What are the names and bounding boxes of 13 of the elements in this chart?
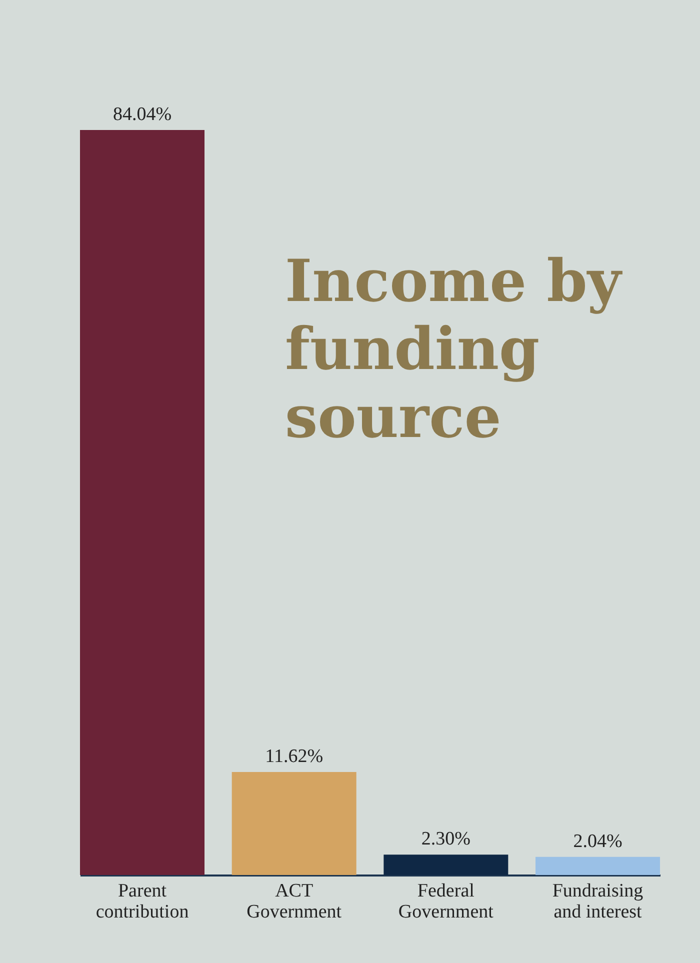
data-label: 84.04%: [112, 104, 172, 125]
bar: [232, 772, 356, 875]
x-tick-label: Federal Government: [398, 880, 494, 922]
text: Income by funding source: [285, 247, 624, 451]
x-tick-label: Fundraising and interest: [552, 880, 644, 922]
data-label: 2.04%: [573, 830, 622, 852]
x-tick-label: Parent contribution: [96, 880, 190, 922]
x-tick-label: ACT Government: [246, 880, 342, 922]
bar: [535, 856, 660, 875]
bar: [80, 130, 205, 875]
data-label: 2.30%: [421, 828, 471, 850]
data-label: 11.62%: [265, 746, 324, 767]
bar: [384, 854, 508, 875]
